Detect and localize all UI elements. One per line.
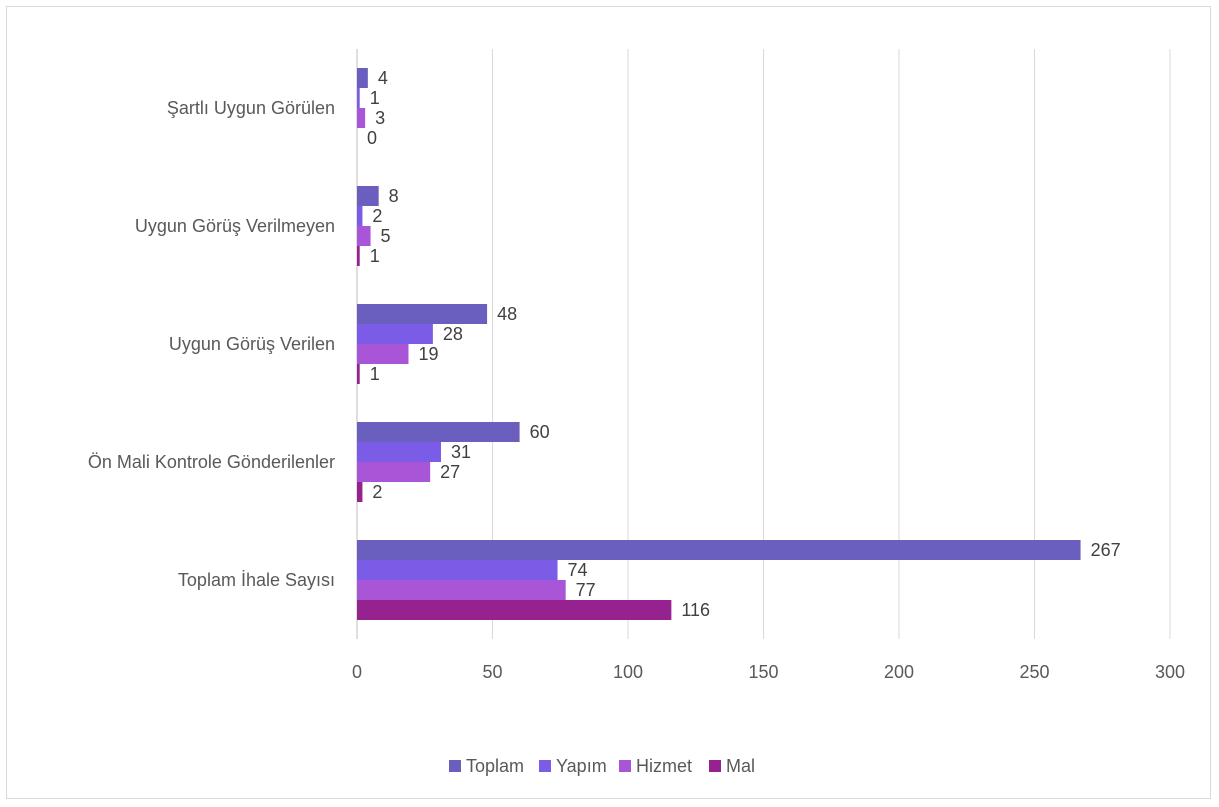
data-label: 116 [681, 600, 710, 620]
legend: Toplam Yapım Hizmet Mal [449, 756, 755, 776]
x-tick-label: 300 [1155, 662, 1185, 682]
data-label: 2 [372, 206, 382, 226]
gridlines [356, 49, 1171, 639]
bar-mal [357, 482, 363, 502]
bar-hizmet [357, 108, 366, 128]
legend-label: Hizmet [636, 756, 692, 776]
legend-swatch [619, 760, 631, 772]
legend-swatch [539, 760, 551, 772]
category-label: Uygun Görüş Verilmeyen [135, 216, 335, 236]
bar-yapım [357, 442, 442, 462]
data-label: 1 [370, 88, 380, 108]
x-tick-label: 100 [613, 662, 643, 682]
bars [357, 68, 1081, 620]
x-tick-label: 150 [748, 662, 778, 682]
bar-yapım [357, 324, 433, 344]
bar-toplam [357, 186, 379, 206]
bar-yapım [357, 560, 558, 580]
category-label: Toplam İhale Sayısı [178, 570, 335, 590]
bar-toplam [357, 540, 1081, 560]
bar-hizmet [357, 462, 431, 482]
data-label: 60 [530, 422, 550, 442]
x-tick-label: 0 [352, 662, 362, 682]
legend-label: Toplam [466, 756, 524, 776]
legend-label: Mal [726, 756, 755, 776]
bar-toplam [357, 422, 520, 442]
data-label: 4 [378, 68, 388, 88]
x-tick-label: 200 [884, 662, 914, 682]
bar-toplam [357, 68, 368, 88]
data-label: 27 [440, 462, 460, 482]
legend-swatch [449, 760, 461, 772]
category-label: Şartlı Uygun Görülen [167, 98, 335, 118]
data-label: 3 [375, 108, 385, 128]
bar-mal [357, 600, 672, 620]
bar-mal [357, 364, 360, 384]
bar-yapım [357, 206, 363, 226]
chart-frame: 4 1 3 0 8 2 5 1 48 28 19 1 60 31 27 2 267 74 77 116 Şartlı … [6, 6, 1211, 799]
data-label: 1 [370, 364, 380, 384]
bar-hizmet [357, 580, 566, 600]
data-label: 31 [451, 442, 471, 462]
x-tick-label: 250 [1019, 662, 1049, 682]
data-label: 77 [576, 580, 596, 600]
data-label: 1 [370, 246, 380, 266]
data-label: 19 [418, 344, 438, 364]
category-labels: Şartlı Uygun Görülen Uygun Görüş Verilmey… [88, 98, 335, 590]
data-label: 5 [381, 226, 391, 246]
data-label: 2 [372, 482, 382, 502]
bar-toplam [357, 304, 488, 324]
bar-hizmet [357, 344, 409, 364]
x-tick-labels: 0 50 100 150 200 250 300 [352, 662, 1185, 682]
category-label: Uygun Görüş Verilen [169, 334, 335, 354]
data-label: 8 [389, 186, 399, 206]
data-label: 48 [497, 304, 517, 324]
bar-yapım [357, 88, 360, 108]
data-label: 0 [367, 128, 377, 148]
legend-label: Yapım [556, 756, 607, 776]
data-label: 267 [1091, 540, 1121, 560]
category-label: Ön Mali Kontrole Gönderilenler [88, 452, 335, 472]
data-label: 74 [568, 560, 588, 580]
bar-hizmet [357, 226, 371, 246]
x-tick-label: 50 [482, 662, 502, 682]
bar-mal [357, 246, 360, 266]
data-label: 28 [443, 324, 463, 344]
legend-swatch [709, 760, 721, 772]
